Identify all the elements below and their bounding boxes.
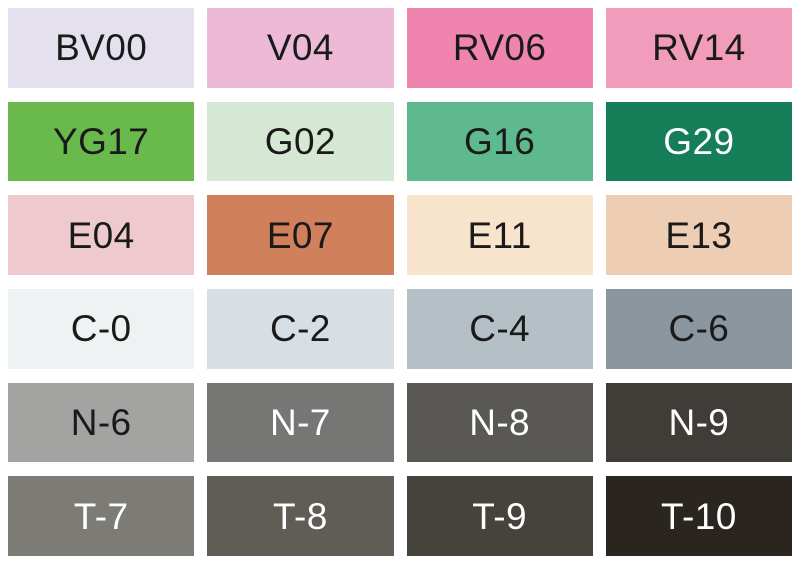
color-swatch-g02[interactable]: G02 (207, 101, 394, 182)
color-swatch-label: N-7 (269, 401, 331, 443)
color-swatch-n-6[interactable]: N-6 (8, 382, 195, 463)
color-swatch-n-9[interactable]: N-9 (605, 382, 792, 463)
color-swatch-bv00[interactable]: BV00 (8, 8, 195, 88)
color-swatch-label: G16 (464, 120, 536, 162)
color-swatch-label: E04 (67, 214, 135, 256)
color-swatch-g16[interactable]: G16 (406, 101, 593, 182)
color-swatch-label: E11 (467, 214, 532, 256)
color-swatch-label: N-9 (668, 401, 730, 443)
color-swatch-label: C-6 (668, 308, 730, 350)
color-swatch-e11[interactable]: E11 (406, 195, 593, 275)
color-swatch-c-0[interactable]: C-0 (8, 288, 195, 369)
color-swatch-g29[interactable]: G29 (605, 101, 792, 182)
color-swatch-label: N-6 (70, 401, 132, 443)
color-swatch-label: V04 (266, 27, 334, 69)
color-swatch-label: G02 (264, 120, 336, 162)
color-swatch-label: T-7 (73, 495, 129, 537)
color-swatch-e07[interactable]: E07 (207, 195, 394, 275)
color-swatch-label: C-4 (469, 308, 531, 350)
color-swatch-label: E13 (665, 214, 733, 256)
color-swatch-n-8[interactable]: N-8 (406, 382, 593, 463)
color-swatch-rv14[interactable]: RV14 (605, 8, 792, 88)
color-swatch-label: T-8 (273, 495, 328, 537)
color-swatch-label: N-8 (469, 401, 531, 443)
color-swatch-t-8[interactable]: T-8 (207, 476, 394, 556)
color-swatch-v04[interactable]: V04 (207, 8, 394, 88)
color-swatch-t-10[interactable]: T-10 (605, 476, 792, 556)
color-swatch-c-6[interactable]: C-6 (605, 288, 792, 369)
color-swatch-yg17[interactable]: YG17 (8, 101, 195, 182)
color-swatch-label: YG17 (53, 120, 150, 162)
color-swatch-c-4[interactable]: C-4 (406, 288, 593, 369)
color-swatch-label: C-0 (70, 308, 132, 350)
color-swatch-e04[interactable]: E04 (8, 195, 195, 275)
color-swatch-label: RV06 (452, 27, 547, 69)
color-swatch-e13[interactable]: E13 (605, 195, 792, 275)
color-swatch-t-9[interactable]: T-9 (406, 476, 593, 556)
color-swatch-t-7[interactable]: T-7 (8, 476, 195, 556)
color-swatch-n-7[interactable]: N-7 (207, 382, 394, 463)
color-swatch-label: BV00 (55, 27, 148, 69)
color-swatch-label: T-9 (472, 495, 527, 537)
color-swatch-label: RV14 (652, 27, 746, 69)
color-swatch-label: C-2 (269, 308, 331, 350)
color-swatch-rv06[interactable]: RV06 (406, 8, 593, 88)
color-swatch-c-2[interactable]: C-2 (207, 288, 394, 369)
color-swatch-label: E07 (266, 214, 334, 256)
color-swatch-label: G29 (663, 120, 735, 162)
color-swatch-label: T-10 (661, 495, 737, 537)
